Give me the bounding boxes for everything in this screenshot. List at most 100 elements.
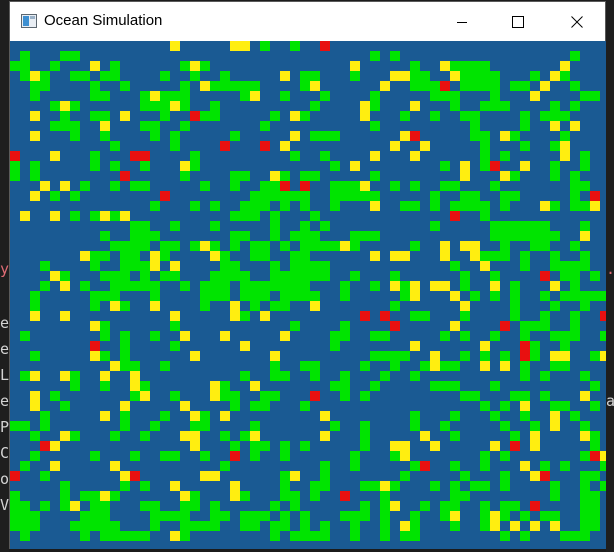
green-cell: [170, 451, 180, 461]
green-cell: [150, 201, 160, 211]
green-cell: [110, 61, 120, 71]
green-cell: [360, 431, 370, 441]
minimize-button[interactable]: [439, 2, 485, 41]
yellow-cell: [310, 81, 320, 91]
green-cell: [160, 241, 170, 251]
green-cell: [310, 71, 320, 81]
green-cell: [550, 261, 560, 271]
red-cell: [320, 41, 330, 51]
green-cell: [220, 431, 230, 441]
green-cell: [110, 291, 120, 301]
green-cell: [120, 251, 130, 261]
green-cell: [270, 191, 280, 201]
yellow-cell: [100, 121, 110, 131]
yellow-cell: [530, 471, 540, 481]
green-cell: [310, 531, 320, 541]
yellow-cell: [560, 351, 570, 361]
yellow-cell: [240, 341, 250, 351]
green-cell: [330, 341, 340, 351]
green-cell: [450, 481, 460, 491]
green-cell: [40, 281, 50, 291]
green-cell: [220, 71, 230, 81]
yellow-cell: [150, 91, 160, 101]
yellow-cell: [360, 111, 370, 121]
green-cell: [230, 81, 240, 91]
green-cell: [290, 41, 300, 51]
green-cell: [500, 501, 510, 511]
green-cell: [480, 501, 490, 511]
yellow-cell: [200, 241, 210, 251]
red-cell: [40, 441, 50, 451]
green-cell: [420, 361, 430, 371]
green-cell: [530, 221, 540, 231]
yellow-cell: [550, 421, 560, 431]
green-cell: [560, 531, 570, 541]
green-cell: [90, 81, 100, 91]
green-cell: [310, 371, 320, 381]
green-cell: [160, 271, 170, 281]
green-cell: [20, 71, 30, 81]
green-cell: [410, 81, 420, 91]
red-cell: [420, 461, 430, 471]
green-cell: [240, 231, 250, 241]
green-cell: [490, 181, 500, 191]
green-cell: [300, 261, 310, 271]
yellow-cell: [320, 431, 330, 441]
yellow-cell: [100, 411, 110, 421]
green-cell: [150, 131, 160, 141]
green-cell: [550, 231, 560, 241]
green-cell: [90, 151, 100, 161]
yellow-cell: [460, 301, 470, 311]
green-cell: [420, 71, 430, 81]
green-cell: [460, 271, 470, 281]
green-cell: [250, 211, 260, 221]
red-cell: [440, 81, 450, 91]
yellow-cell: [200, 81, 210, 91]
green-cell: [10, 421, 20, 431]
green-cell: [530, 421, 540, 431]
green-cell: [350, 231, 360, 241]
ocean-grid-canvas[interactable]: [10, 41, 606, 549]
green-cell: [560, 131, 570, 141]
green-cell: [110, 141, 120, 151]
close-button[interactable]: [554, 2, 600, 41]
green-cell: [90, 261, 100, 271]
title-bar[interactable]: Ocean Simulation: [10, 2, 605, 41]
green-cell: [270, 281, 280, 291]
yellow-cell: [170, 481, 180, 491]
green-cell: [280, 301, 290, 311]
green-cell: [270, 501, 280, 511]
yellow-cell: [430, 361, 440, 371]
green-cell: [400, 351, 410, 361]
green-cell: [520, 251, 530, 261]
red-cell: [130, 151, 140, 161]
green-cell: [330, 241, 340, 251]
green-cell: [50, 391, 60, 401]
yellow-cell: [90, 61, 100, 71]
maximize-button[interactable]: [495, 2, 541, 41]
green-cell: [550, 401, 560, 411]
green-cell: [240, 511, 250, 521]
green-cell: [10, 501, 20, 511]
green-cell: [10, 521, 20, 531]
green-cell: [60, 111, 70, 121]
yellow-cell: [390, 441, 400, 451]
yellow-cell: [410, 281, 420, 291]
green-cell: [600, 291, 606, 301]
green-cell: [20, 501, 30, 511]
yellow-cell: [170, 101, 180, 111]
red-cell: [10, 471, 20, 481]
green-cell: [520, 121, 530, 131]
green-cell: [180, 101, 190, 111]
yellow-cell: [500, 131, 510, 141]
green-cell: [70, 131, 80, 141]
yellow-cell: [30, 371, 40, 381]
green-cell: [130, 241, 140, 251]
green-cell: [480, 521, 490, 531]
green-cell: [160, 71, 170, 81]
green-cell: [240, 81, 250, 91]
green-cell: [140, 181, 150, 191]
yellow-cell: [580, 431, 590, 441]
yellow-cell: [90, 321, 100, 331]
green-cell: [40, 471, 50, 481]
